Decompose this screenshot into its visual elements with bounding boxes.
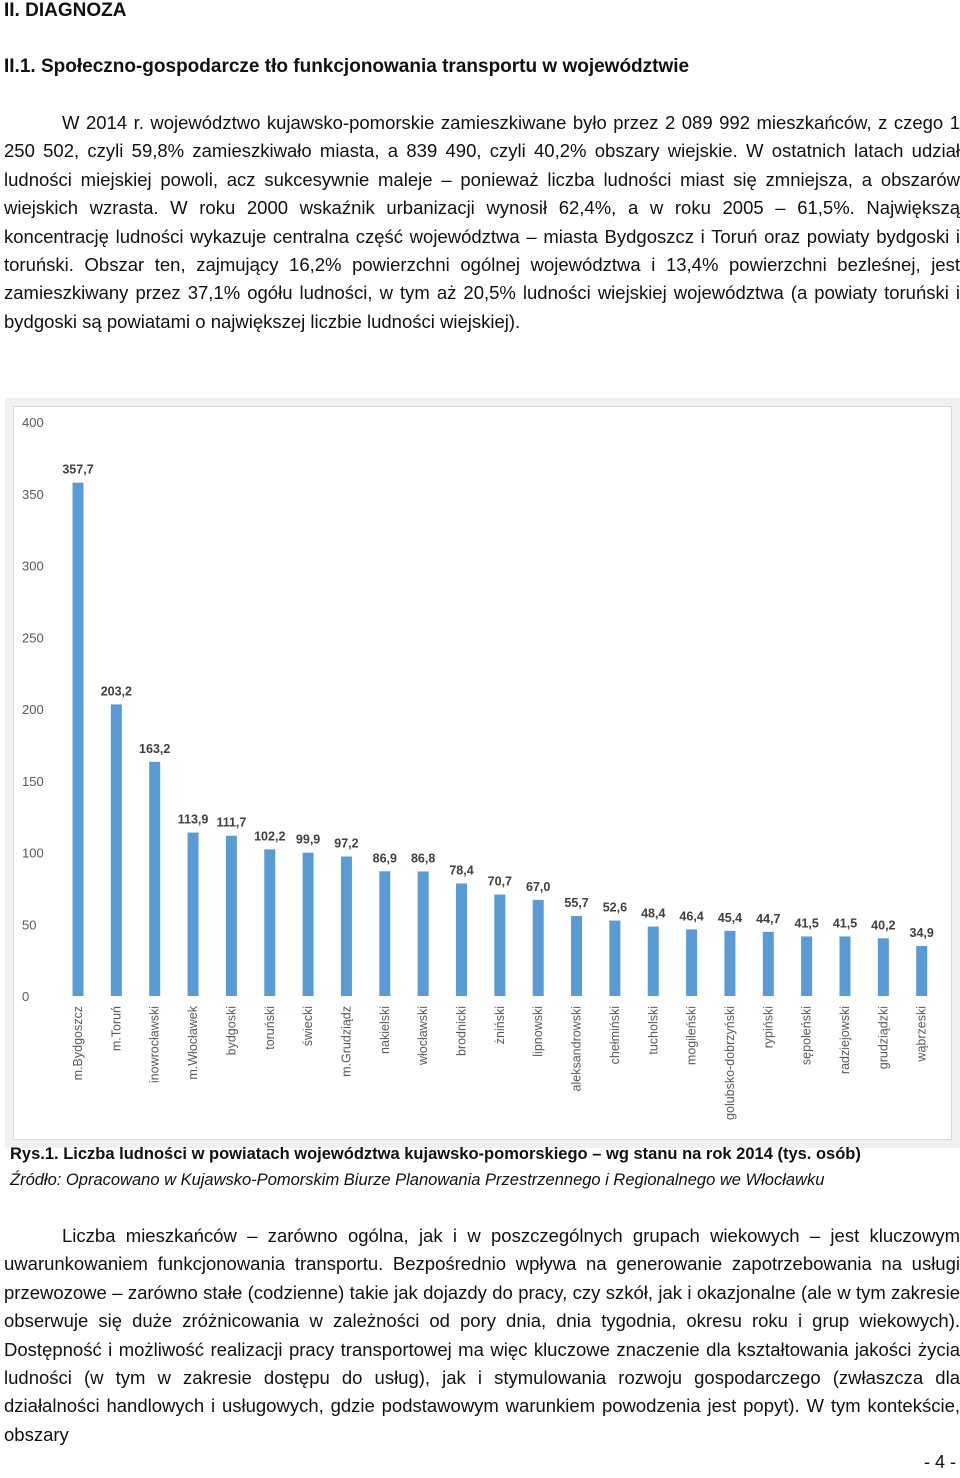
y-tick-label: 250 bbox=[22, 630, 44, 645]
y-tick-label: 150 bbox=[22, 774, 44, 789]
y-tick-label: 100 bbox=[22, 846, 44, 861]
category-label: toruński bbox=[263, 1006, 277, 1050]
bar-tucholski bbox=[647, 926, 659, 996]
bar-value-label: 52,6 bbox=[603, 901, 627, 915]
bar-value-label: 67,0 bbox=[526, 880, 550, 894]
y-tick-label: 0 bbox=[22, 989, 29, 1004]
y-tick-label: 350 bbox=[22, 487, 44, 502]
bar-value-label: 41,5 bbox=[794, 916, 818, 930]
bar-value-label: 70,7 bbox=[488, 875, 512, 889]
bar-m.Bydgoszcz bbox=[72, 482, 84, 996]
category-label: golubsko-dobrzyński bbox=[723, 1006, 737, 1120]
bar-value-label: 44,7 bbox=[756, 912, 780, 926]
figure-caption: Rys.1. Liczba ludności w powiatach wojew… bbox=[10, 1145, 861, 1164]
category-label: m.Grudziądz bbox=[339, 1006, 353, 1077]
bar-value-label: 41,5 bbox=[833, 916, 857, 930]
bar-golubsko-dobrzyński bbox=[724, 930, 736, 996]
category-label: inowrocławski bbox=[148, 1006, 162, 1083]
bar-świecki bbox=[302, 852, 314, 996]
bar-value-label: 357,7 bbox=[62, 463, 93, 477]
bar-brodnicki bbox=[456, 883, 467, 996]
bar-value-label: 97,2 bbox=[334, 837, 358, 851]
bar-value-label: 55,7 bbox=[564, 896, 588, 910]
category-label: włocławski bbox=[416, 1006, 430, 1066]
bar-value-label: 86,8 bbox=[411, 851, 435, 865]
y-tick-label: 50 bbox=[22, 917, 36, 932]
category-label: chełmiński bbox=[608, 1006, 622, 1064]
bar-inowrocławski bbox=[149, 761, 161, 996]
category-label: świecki bbox=[301, 1006, 315, 1046]
intro-paragraph-text: W 2014 r. województwo kujawsko-pomorskie… bbox=[4, 112, 960, 332]
bar-value-label: 163,2 bbox=[139, 742, 170, 756]
category-label: żniński bbox=[493, 1006, 507, 1044]
intro-paragraph: W 2014 r. województwo kujawsko-pomorskie… bbox=[4, 109, 960, 336]
category-label: aleksandrowski bbox=[570, 1006, 584, 1091]
bar-sępoleński bbox=[801, 936, 813, 996]
category-label: grudziądzki bbox=[876, 1006, 890, 1069]
bar-value-label: 48,4 bbox=[641, 907, 665, 921]
bar-m.Włocławek bbox=[187, 832, 199, 996]
category-label: nakielski bbox=[378, 1006, 392, 1054]
category-label: brodnicki bbox=[455, 1006, 469, 1056]
bar-m.Toruń bbox=[110, 704, 122, 996]
second-paragraph: Liczba mieszkańców – zarówno ogólna, jak… bbox=[4, 1222, 960, 1449]
category-label: tucholski bbox=[646, 1006, 660, 1055]
bar-grudziądzki bbox=[877, 938, 889, 996]
bar-włocławski bbox=[417, 871, 429, 996]
category-label: m.Bydgoszcz bbox=[71, 1006, 85, 1080]
bar-value-label: 34,9 bbox=[910, 926, 934, 940]
bar-żniński bbox=[494, 894, 506, 996]
y-tick-label: 300 bbox=[22, 559, 44, 574]
y-tick-label: 400 bbox=[22, 415, 44, 430]
bar-value-label: 40,2 bbox=[871, 918, 895, 932]
bar-value-label: 102,2 bbox=[254, 829, 285, 843]
bar-lipnowski bbox=[532, 899, 544, 996]
category-label: rypiński bbox=[761, 1006, 775, 1048]
figure-source: Źródło: Opracowano w Kujawsko-Pomorskim … bbox=[10, 1171, 825, 1189]
bar-mogileński bbox=[686, 929, 698, 996]
bar-nakielski bbox=[379, 871, 391, 996]
bar-chełmiński bbox=[609, 920, 621, 996]
bar-value-label: 111,7 bbox=[216, 816, 246, 830]
bar-value-label: 86,9 bbox=[373, 851, 397, 865]
bar-value-label: 99,9 bbox=[296, 833, 320, 847]
category-label: bydgoski bbox=[224, 1006, 238, 1055]
figure-number: Rys.1. bbox=[10, 1145, 59, 1163]
chapter-heading: II. DIAGNOZA bbox=[4, 0, 127, 21]
category-label: m.Włocławek bbox=[186, 1005, 200, 1079]
page-number: - 4 - bbox=[923, 1452, 956, 1472]
population-bar-chart: 0 50 100 150 200 250 300 350 400 357,7 m.Bydgoszcz… bbox=[13, 406, 952, 1140]
bar-bydgoski bbox=[225, 835, 237, 996]
section-heading: II.1. Społeczno-gospodarcze tło funkcjon… bbox=[4, 56, 690, 77]
bar-value-label: 203,2 bbox=[101, 684, 132, 698]
chart-canvas: 0 50 100 150 200 250 300 350 400 357,7 m.Bydgoszcz… bbox=[22, 415, 934, 1120]
bar-radziejowski bbox=[839, 936, 851, 996]
category-label: sępoleński bbox=[800, 1006, 814, 1065]
category-label: lipnowski bbox=[531, 1006, 545, 1057]
bar-m.Grudziądz bbox=[340, 856, 352, 996]
second-paragraph-text: Liczba mieszkańców – zarówno ogólna, jak… bbox=[4, 1225, 960, 1445]
bar-value-label: 113,9 bbox=[178, 813, 209, 827]
bar-value-label: 46,4 bbox=[679, 909, 703, 923]
y-tick-label: 200 bbox=[22, 702, 44, 717]
category-label: radziejowski bbox=[838, 1006, 852, 1074]
category-label: m.Toruń bbox=[109, 1006, 123, 1051]
bar-value-label: 45,4 bbox=[718, 911, 742, 925]
figure-title: Liczba ludności w powiatach województwa … bbox=[63, 1145, 861, 1163]
bar-toruński bbox=[264, 849, 276, 996]
bar-wąbrzeski bbox=[916, 945, 928, 996]
bar-rypiński bbox=[762, 931, 774, 996]
bar-value-label: 78,4 bbox=[449, 863, 473, 877]
bar-aleksandrowski bbox=[571, 916, 583, 996]
category-label: wąbrzeski bbox=[915, 1006, 929, 1063]
category-label: mogileński bbox=[685, 1006, 699, 1065]
